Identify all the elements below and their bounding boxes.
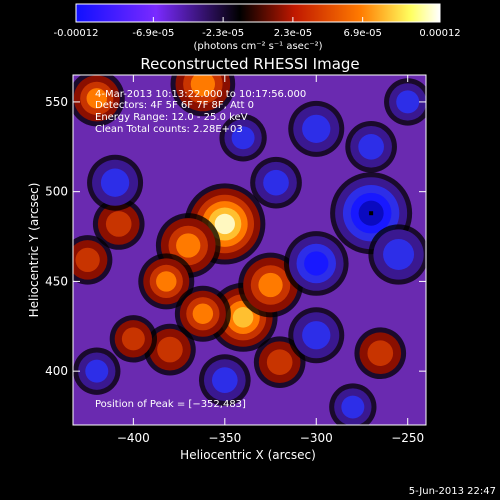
peak-position-label: Position of Peak = [−352,483] [95,399,246,410]
minimum-marker [369,211,374,216]
heatmap-source [170,75,236,117]
heatmap-source [73,75,125,127]
colorbar-unit-label: (photons cm⁻² s⁻¹ asec⁻²) [193,41,322,52]
colorbar-gradient [75,3,441,23]
y-tick-label: 400 [45,364,68,378]
y-tick-label: 450 [45,274,68,288]
colorbar-tick-label: 0.00012 [419,28,460,39]
heatmap-source [283,231,349,296]
heatmap-source [288,307,345,364]
plot-frame [72,74,427,426]
colorbar: -0.00012 -6.9e-05 -2.3e-05 2.3e-05 6.9e-05 0.… [54,3,461,52]
colorbar-tick-label: 6.9e-05 [343,28,381,39]
heatmap-source [329,383,377,425]
heatmap-image [73,75,426,425]
annotation-block: 4-Mar-2013 10:13:22.000 to 10:17:56.000 … [95,89,306,135]
heatmap-source [250,156,302,209]
heatmap-source [109,315,158,363]
heatmap-source [354,327,407,380]
x-tick-label: −350 [208,431,241,445]
y-tick-label: 500 [45,185,68,199]
annotation-detectors: Detectors: 4F 5F 6F 7F 8F, Att 0 [95,100,254,111]
x-axis-label: Heliocentric X (arcsec) [180,448,316,462]
annotation-time-range: 4-Mar-2013 10:13:22.000 to 10:17:56.000 [95,89,306,100]
footer-timestamp: 5-Jun-2013 22:47 [409,486,496,497]
colorbar-ticks: -0.00012 -6.9e-05 -2.3e-05 2.3e-05 6.9e-05 0.… [54,17,461,39]
heatmap-source [144,323,196,376]
heatmap-source [73,347,121,395]
heatmap-source [219,114,267,162]
axis-ticks: −400 −350 −300 −250 400 450 500 550 [45,75,426,445]
heatmap-source [138,253,195,310]
heatmap-source [155,213,221,278]
colorbar-tick-label: -0.00012 [54,28,99,39]
colorbar-tick-label: 2.3e-05 [274,28,312,39]
heatmap-source [87,154,144,211]
heatmap-source [174,285,231,342]
heatmap-source [198,354,251,406]
annotation-energy-range: Energy Range: 12.0 - 25.0 keV [95,112,248,123]
x-tick-label: −300 [300,431,333,445]
y-tick-label: 550 [45,95,68,109]
peak-markers [369,211,374,216]
heatmap-source [288,100,345,157]
annotation-clean-counts: Clean Total counts: 2.28E+03 [95,124,243,135]
y-axis-label: Heliocentric Y (arcsec) [27,183,41,318]
heatmap-source [345,120,397,173]
heatmap-source [384,78,426,126]
x-tick-label: −250 [391,431,424,445]
colorbar-tick-label: -2.3e-05 [202,28,244,39]
chart-title: Reconstructed RHESSI Image [140,55,359,73]
heatmap-source [92,198,145,250]
colorbar-tick-label: -6.9e-05 [132,28,174,39]
heatmap-source [368,224,426,285]
x-tick-label: −400 [117,431,150,445]
heatmap-source [73,235,113,285]
